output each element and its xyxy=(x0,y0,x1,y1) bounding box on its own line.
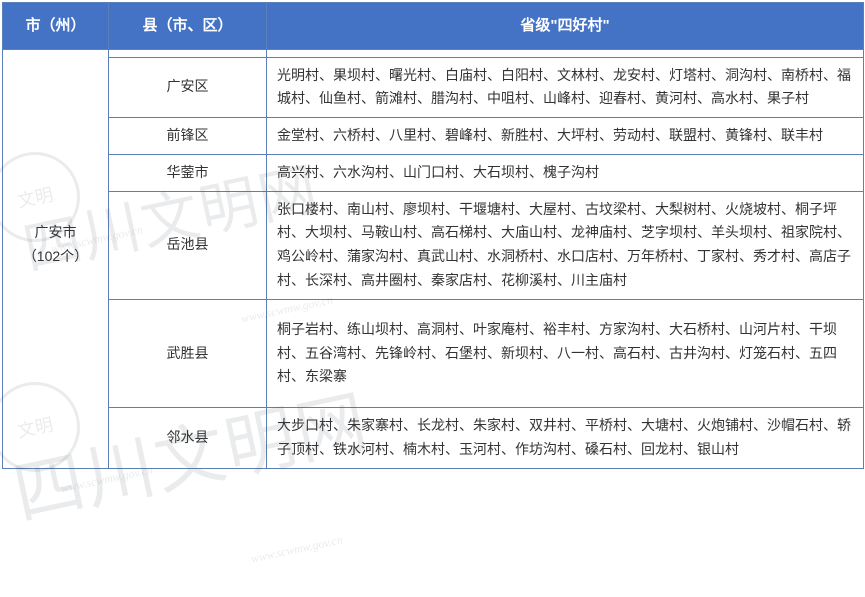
villages-cell: 大步口村、朱家寨村、长龙村、朱家村、双井村、平桥村、大塘村、火炮铺村、沙帽石村、… xyxy=(267,408,864,469)
county-cell: 邻水县 xyxy=(109,408,267,469)
header-villages: 省级"四好村" xyxy=(267,3,864,50)
villages-cell: 张口楼村、南山村、廖坝村、干堰塘村、大屋村、古坟梁村、大梨树村、火烧坡村、桐子坪… xyxy=(267,191,864,299)
table-row: 广安区 光明村、果坝村、曙光村、白庙村、白阳村、文林村、龙安村、灯塔村、洞沟村、… xyxy=(3,57,864,118)
table-header-row: 市（州） 县（市、区） 省级"四好村" xyxy=(3,3,864,50)
villages-cell: 金堂村、六桥村、八里村、碧峰村、新胜村、大坪村、劳动村、联盟村、黄锋村、联丰村 xyxy=(267,118,864,155)
table-row: 华蓥市 高兴村、六水沟村、山门口村、大石坝村、槐子沟村 xyxy=(3,154,864,191)
spacer-row xyxy=(3,49,864,57)
watermark-url: www.scwmw.gov.cn xyxy=(249,532,344,566)
table-row: 广安市 （102个） 岳池县 张口楼村、南山村、廖坝村、干堰塘村、大屋村、古坟梁… xyxy=(3,191,864,299)
villages-cell: 高兴村、六水沟村、山门口村、大石坝村、槐子沟村 xyxy=(267,154,864,191)
header-city: 市（州） xyxy=(3,3,109,50)
county-cell: 武胜县 xyxy=(109,299,267,407)
county-cell: 前锋区 xyxy=(109,118,267,155)
header-county: 县（市、区） xyxy=(109,3,267,50)
table-row: 武胜县 桐子岩村、练山坝村、高洞村、叶家庵村、裕丰村、方家沟村、大石桥村、山河片… xyxy=(3,299,864,407)
city-name: 广安市 xyxy=(13,221,98,245)
city-cell xyxy=(3,57,109,118)
table-row: 前锋区 金堂村、六桥村、八里村、碧峰村、新胜村、大坪村、劳动村、联盟村、黄锋村、… xyxy=(3,118,864,155)
villages-cell: 光明村、果坝村、曙光村、白庙村、白阳村、文林村、龙安村、灯塔村、洞沟村、南桥村、… xyxy=(267,57,864,118)
city-count: （102个） xyxy=(13,245,98,269)
villages-cell: 桐子岩村、练山坝村、高洞村、叶家庵村、裕丰村、方家沟村、大石桥村、山河片村、干坝… xyxy=(267,299,864,407)
table-row: 邻水县 大步口村、朱家寨村、长龙村、朱家村、双井村、平桥村、大塘村、火炮铺村、沙… xyxy=(3,408,864,469)
county-cell: 岳池县 xyxy=(109,191,267,299)
county-cell: 华蓥市 xyxy=(109,154,267,191)
county-cell: 广安区 xyxy=(109,57,267,118)
city-cell: 广安市 （102个） xyxy=(3,191,109,299)
villages-table: 市（州） 县（市、区） 省级"四好村" 广安区 光明村、果坝村、曙光村、白庙村、… xyxy=(2,2,864,469)
